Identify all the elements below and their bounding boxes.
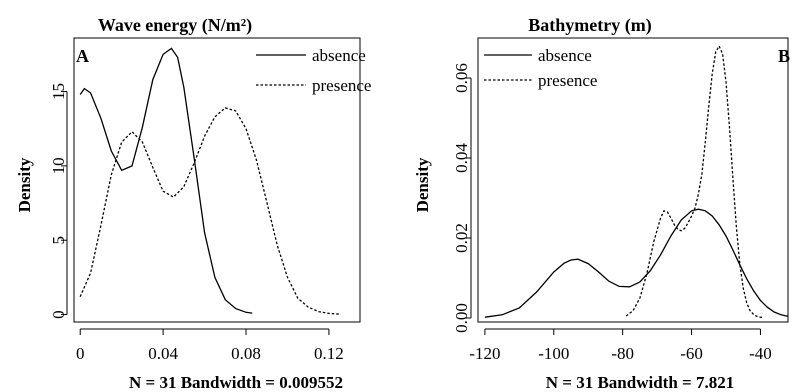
panel-b-y-tick-label: 0.06 (452, 63, 471, 93)
panel-b-x-tick-label: -120 (469, 344, 500, 363)
panel-b-y-tick-label: 0.02 (452, 223, 471, 253)
panel-b-bathymetry: Bathymetry (m) B N = 31 Bandwidth = 7.82… (413, 15, 790, 392)
panel-b-y-tick-label: 0.04 (452, 143, 471, 173)
panel-a-x-tick-label: 0.08 (231, 344, 261, 363)
panel-a-legend: absence presence (256, 46, 371, 95)
panel-a-y-tick-label: 10 (49, 157, 68, 174)
panel-b-x-axis-label: N = 31 Bandwidth = 7.821 (546, 373, 734, 392)
panel-a-label: A (76, 46, 89, 66)
panel-a-legend-label-absence: absence (312, 46, 366, 65)
panel-a-wave-energy: Wave energy (N/m²) A N = 31 Bandwidth = … (15, 15, 371, 392)
panel-b-x-tick-label: -80 (611, 344, 634, 363)
panel-a-x-tick-label: 0.12 (314, 344, 344, 363)
panel-a-series-presence (79, 107, 340, 315)
panel-b-legend-label-presence: presence (538, 71, 597, 90)
panel-b-legend-label-absence: absence (538, 46, 592, 65)
panel-a-x-tick-label: 0.04 (148, 344, 178, 363)
panel-a-x-tick-label: 0 (76, 344, 85, 363)
panel-a-y-tick-label: 0 (49, 310, 68, 319)
panel-b-y-axis-label: Density (413, 157, 432, 212)
panel-a-x-axis-label: N = 31 Bandwidth = 0.009552 (129, 373, 343, 392)
panel-b-x-tick-label: -100 (538, 344, 569, 363)
panel-a-y-tick-label: 15 (49, 83, 68, 100)
panel-b-plot-frame (477, 37, 789, 323)
panel-b-legend: absence presence (484, 46, 597, 90)
panel-a-legend-label-presence: presence (312, 76, 371, 95)
panel-a-series-absence (79, 47, 253, 314)
panel-b-title: Bathymetry (m) (528, 15, 651, 36)
panel-a-title: Wave energy (N/m²) (98, 15, 252, 36)
panel-b-x-tick-label: -40 (749, 344, 772, 363)
panel-a-y-tick-label: 5 (49, 236, 68, 245)
panel-b-label: B (778, 46, 790, 66)
panel-b-y-tick-label: 0.00 (452, 303, 471, 333)
panel-b-series-absence (484, 208, 789, 318)
panel-a-y-axis-label: Density (15, 157, 34, 212)
panel-a-plot-frame (73, 37, 361, 323)
panel-b-series-presence (625, 44, 764, 319)
panel-b-x-tick-label: -60 (680, 344, 703, 363)
